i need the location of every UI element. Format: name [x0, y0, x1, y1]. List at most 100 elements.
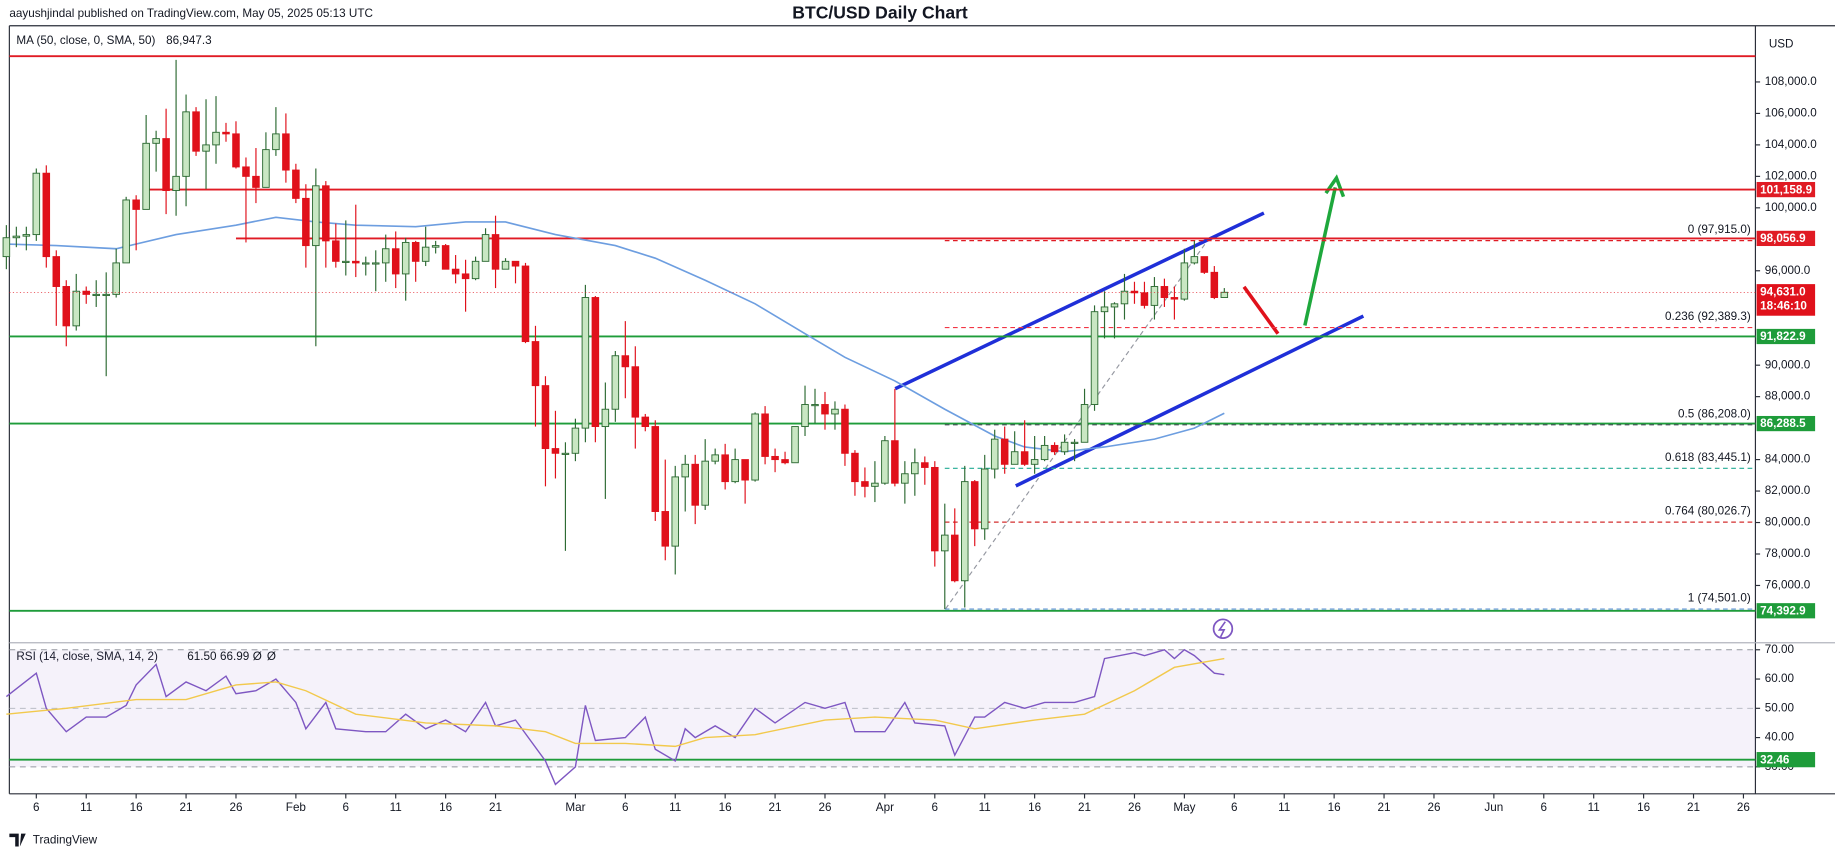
level-badge: [1756, 328, 1816, 345]
candle-body: [821, 404, 829, 415]
candle-body: [302, 197, 310, 247]
candle-body: [1040, 444, 1049, 461]
channel-lower: [1015, 314, 1365, 488]
x-tick-label: 16: [130, 801, 143, 814]
x-tick-label: 11: [979, 801, 991, 814]
rsi-y-tick-label: 40.00: [1765, 731, 1795, 744]
x-tick-label: 16: [719, 801, 732, 814]
candle-body: [931, 466, 939, 552]
candle-body: [1180, 262, 1189, 300]
candle-body: [871, 482, 879, 487]
ma-legend: MA (50, close, 0, SMA, 50): [16, 34, 155, 47]
candle-body: [970, 481, 979, 530]
candle-body: [651, 426, 660, 512]
candle-body: [371, 262, 380, 265]
candle-body: [421, 246, 430, 262]
event-icon[interactable]: [1212, 618, 1234, 639]
x-tick-label: Jun: [1484, 801, 1503, 814]
candle-body: [112, 262, 120, 295]
x-tick-label: 11: [1278, 801, 1290, 814]
level-badge: [1756, 415, 1816, 432]
candle-body: [511, 260, 520, 267]
candle-body: [1080, 404, 1089, 443]
candle-body: [32, 172, 41, 236]
x-tick-label: 26: [1737, 801, 1750, 814]
candle-body: [1030, 459, 1039, 465]
x-tick-label: 11: [669, 801, 681, 814]
x-tick-label: 26: [818, 801, 831, 814]
candle-body: [901, 473, 909, 484]
rsi-level-badge: [1756, 752, 1816, 768]
candle-body: [12, 235, 21, 239]
candle-body: [322, 185, 330, 242]
candle-body: [621, 355, 630, 368]
level-badge-label: 101,158.9: [1760, 183, 1812, 196]
x-tick-label: 16: [1637, 801, 1650, 814]
candle-body: [611, 355, 620, 410]
candle-body: [132, 199, 140, 210]
x-tick-label: 6: [1231, 801, 1238, 814]
candle-body: [332, 240, 340, 262]
fib-label: 0.236 (92,389.3): [1665, 310, 1751, 323]
rsi-legend-value: 61.50: [187, 650, 217, 663]
candle-body: [312, 185, 320, 247]
candle-body: [851, 452, 859, 483]
rsi-line: [5, 648, 1225, 786]
y-tick-label: 106,000.0: [1765, 107, 1817, 120]
candle-body: [581, 297, 590, 429]
currency-label: USD: [1769, 38, 1794, 51]
x-tick-label: 21: [769, 801, 782, 814]
x-tick-label: 11: [390, 801, 402, 814]
candle-body: [222, 131, 230, 135]
candle-body: [861, 481, 869, 487]
candle-body: [1020, 451, 1029, 465]
candle-body: [52, 256, 61, 287]
y-tick-label: 76,000.0: [1765, 579, 1811, 592]
y-tick-label: 82,000.0: [1765, 484, 1811, 497]
candle-body: [461, 273, 470, 280]
candle-body: [441, 245, 450, 270]
candle-body: [761, 413, 769, 457]
level-badge-label: 91,822.9: [1760, 330, 1806, 343]
candle-body: [282, 133, 290, 171]
y-tick-label: 84,000.0: [1765, 453, 1811, 466]
candle-body: [361, 262, 370, 265]
candle-body: [1200, 256, 1209, 273]
candle-body: [471, 260, 480, 280]
candle-body: [1100, 306, 1109, 313]
x-tick-label: 6: [1541, 801, 1548, 814]
candle-body: [1000, 438, 1009, 465]
candle-body: [681, 463, 689, 478]
candle-body: [831, 408, 839, 415]
candle-body: [531, 341, 540, 387]
candle-body: [891, 440, 899, 484]
candle-body: [1210, 271, 1219, 298]
rsi-line: [6, 657, 1225, 748]
candle-body: [172, 175, 180, 191]
price-badge: [1756, 284, 1816, 316]
candle-body: [1130, 290, 1139, 294]
candle-body: [491, 234, 500, 270]
candle-body: [951, 534, 959, 582]
candle-body: [431, 245, 440, 248]
candle-body: [631, 366, 640, 418]
candle-body: [911, 462, 919, 475]
level-badge: [1756, 230, 1816, 247]
candle-body: [721, 454, 729, 483]
rsi-legend: RSI (14, close, SMA, 14, 2): [16, 650, 158, 663]
candle-body: [252, 175, 260, 188]
candle-body: [771, 455, 779, 461]
candle-body: [411, 241, 420, 262]
candle-body: [1090, 311, 1099, 405]
publisher-line: aayushjindal published on TradingView.co…: [9, 7, 373, 20]
candle-body: [980, 468, 989, 530]
level-badge-label: 86,288.5: [1760, 417, 1806, 430]
candle-body: [661, 511, 670, 547]
candle-body: [202, 144, 210, 152]
candle-body: [72, 290, 81, 327]
candle-body: [921, 462, 929, 468]
y-tick-label: 100,000.0: [1765, 201, 1817, 214]
x-tick-label: Mar: [565, 801, 585, 814]
y-tick-label: 80,000.0: [1765, 516, 1811, 529]
candle-body: [142, 142, 150, 210]
